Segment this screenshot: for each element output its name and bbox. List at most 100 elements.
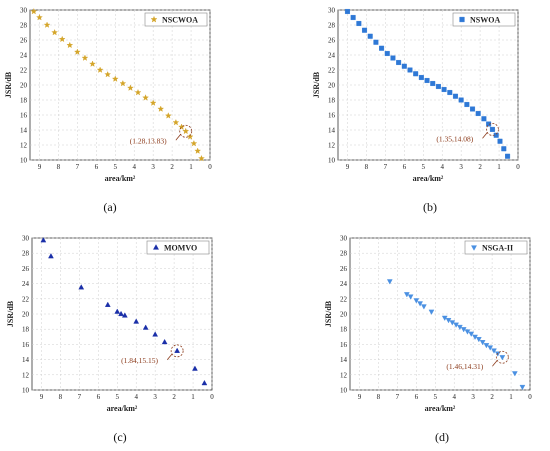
data-point bbox=[386, 279, 393, 285]
x-axis-label: area/km² bbox=[425, 404, 456, 413]
x-tick-label: 0 bbox=[210, 393, 214, 401]
data-point bbox=[344, 9, 350, 14]
x-tick-label: 9 bbox=[358, 393, 362, 401]
x-tick-label: 7 bbox=[384, 163, 388, 171]
x-axis-label: area/km² bbox=[105, 174, 136, 183]
x-tick-label: 8 bbox=[377, 393, 381, 401]
data-point bbox=[121, 312, 128, 318]
y-tick-label: 16 bbox=[20, 112, 28, 120]
data-point bbox=[447, 90, 453, 95]
annotation-arrow bbox=[482, 132, 488, 139]
y-tick-label: 24 bbox=[22, 280, 30, 288]
data-point bbox=[73, 48, 81, 55]
data-point bbox=[36, 13, 43, 21]
y-tick-label: 30 bbox=[328, 7, 336, 15]
x-tick-label: 6 bbox=[415, 393, 419, 401]
data-point bbox=[418, 75, 424, 80]
panel-caption: (b) bbox=[423, 200, 437, 214]
y-tick-label: 26 bbox=[20, 37, 28, 45]
y-tick-label: 20 bbox=[22, 311, 30, 319]
data-point bbox=[118, 310, 124, 317]
y-tick-label: 10 bbox=[20, 157, 28, 165]
y-tick-label: 22 bbox=[328, 67, 336, 75]
data-point bbox=[452, 93, 458, 99]
y-tick-label: 22 bbox=[20, 67, 28, 75]
data-point bbox=[497, 138, 503, 144]
x-tick-label: 7 bbox=[396, 393, 400, 401]
y-tick-label: 26 bbox=[340, 265, 348, 273]
data-point bbox=[40, 237, 47, 243]
y-tick-label: 16 bbox=[328, 112, 336, 120]
y-axis-label: JSR/dB bbox=[4, 71, 13, 98]
y-tick-label: 30 bbox=[20, 7, 28, 15]
panel-caption: (d) bbox=[435, 430, 449, 444]
x-tick-label: 3 bbox=[153, 393, 157, 401]
annotation-circle bbox=[170, 344, 184, 358]
data-point bbox=[198, 154, 205, 162]
legend-label: NSCWOA bbox=[162, 16, 198, 25]
y-tick-label: 18 bbox=[22, 326, 30, 334]
data-point bbox=[384, 51, 390, 56]
y-tick-label: 12 bbox=[22, 371, 30, 379]
data-point bbox=[133, 318, 140, 324]
data-point bbox=[152, 331, 159, 337]
y-tick-label: 10 bbox=[340, 387, 348, 395]
y-tick-label: 28 bbox=[20, 22, 28, 30]
x-tick-label: 2 bbox=[478, 163, 482, 171]
y-tick-label: 26 bbox=[328, 37, 336, 45]
legend-label: NSGA-II bbox=[482, 244, 513, 253]
chart-panel: 9 8 7 6 5 4 3 2 1 01012141618202224262830area/km²… bbox=[4, 7, 212, 215]
y-axis-label: JSR/dB bbox=[312, 71, 321, 98]
data-point bbox=[190, 139, 198, 147]
data-point bbox=[350, 15, 356, 20]
data-point bbox=[413, 71, 419, 77]
x-tick-label: 9 bbox=[346, 163, 350, 171]
y-tick-label: 14 bbox=[340, 356, 348, 364]
y-tick-label: 24 bbox=[340, 280, 348, 288]
data-point bbox=[379, 45, 385, 51]
x-tick-label: 1 bbox=[189, 163, 193, 171]
data-point bbox=[501, 146, 507, 152]
annotation-arrow bbox=[492, 359, 498, 367]
annotation-label: (1.84,15.15) bbox=[121, 356, 158, 365]
data-point bbox=[396, 60, 402, 65]
x-tick-label: 1 bbox=[191, 393, 195, 401]
panel-caption: (c) bbox=[113, 430, 126, 444]
y-tick-label: 30 bbox=[22, 235, 30, 243]
data-point bbox=[161, 338, 168, 345]
annotation-label-bg bbox=[443, 361, 493, 373]
legend-marker bbox=[471, 245, 477, 251]
x-tick-label: 9 bbox=[38, 163, 42, 171]
y-tick-label: 12 bbox=[20, 142, 28, 150]
data-point bbox=[475, 337, 482, 343]
y-tick-label: 28 bbox=[22, 250, 30, 258]
data-point bbox=[356, 21, 362, 26]
y-tick-label: 18 bbox=[340, 326, 348, 334]
x-axis-label: area/km² bbox=[413, 174, 444, 183]
legend-box bbox=[464, 240, 528, 255]
data-point bbox=[435, 84, 441, 89]
x-tick-label: 4 bbox=[134, 393, 138, 401]
x-tick-label: 8 bbox=[59, 393, 63, 401]
data-point bbox=[43, 21, 51, 28]
data-point bbox=[182, 127, 190, 135]
y-tick-label: 20 bbox=[328, 82, 336, 90]
data-point bbox=[413, 298, 420, 304]
x-tick-label: 3 bbox=[459, 163, 463, 171]
data-point bbox=[172, 118, 180, 126]
annotation-circle bbox=[179, 124, 193, 138]
x-tick-label: 7 bbox=[78, 393, 82, 401]
data-point bbox=[494, 351, 501, 357]
data-point bbox=[407, 294, 414, 300]
legend-marker bbox=[153, 244, 159, 250]
data-point bbox=[30, 7, 38, 15]
data-point bbox=[362, 27, 368, 33]
legend-marker bbox=[459, 16, 465, 23]
data-point bbox=[111, 75, 119, 82]
data-point bbox=[441, 87, 447, 92]
y-tick-label: 20 bbox=[20, 82, 28, 90]
data-point bbox=[487, 345, 494, 351]
data-point bbox=[149, 99, 157, 106]
annotation-label-bg bbox=[433, 133, 483, 145]
